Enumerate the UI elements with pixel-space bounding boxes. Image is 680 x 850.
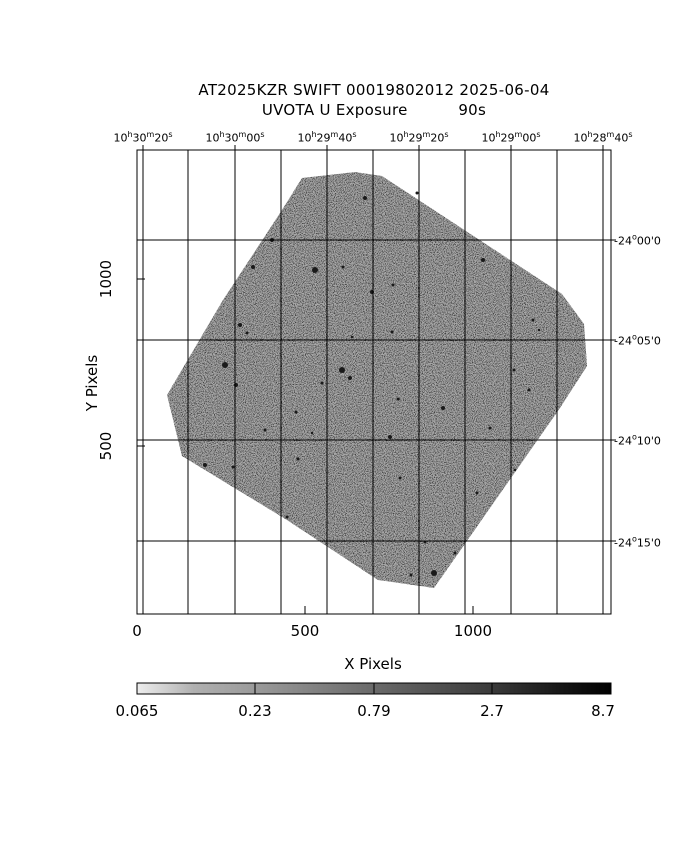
star-source bbox=[398, 476, 402, 480]
star-source bbox=[396, 397, 400, 401]
y-axis-label: Y Pixels bbox=[83, 354, 101, 412]
star-source bbox=[285, 515, 289, 519]
star-source bbox=[415, 191, 419, 195]
star-source bbox=[339, 367, 345, 373]
star-source bbox=[251, 265, 255, 269]
star-source bbox=[263, 428, 267, 432]
dec-label-3: -24o15'0 bbox=[614, 534, 661, 550]
star-source bbox=[363, 196, 367, 200]
star-source bbox=[391, 283, 395, 287]
star-source bbox=[527, 388, 531, 392]
ra-label-3: 10h29m20s bbox=[389, 130, 449, 145]
star-source bbox=[310, 431, 314, 435]
ra-label-1: 10h30m00s bbox=[205, 130, 265, 145]
colorbar-tick-label: 8.7 bbox=[591, 702, 615, 720]
star-source bbox=[320, 381, 324, 385]
ra-label-4: 10h29m00s bbox=[481, 130, 541, 145]
star-source bbox=[513, 468, 517, 472]
star-source bbox=[453, 551, 457, 555]
colorbar-tick-label: 0.79 bbox=[357, 702, 391, 720]
star-source bbox=[296, 457, 300, 461]
dec-label-0: -24o00'0 bbox=[614, 232, 661, 248]
exposure-field-grain bbox=[167, 172, 587, 588]
star-source bbox=[341, 265, 345, 269]
star-source bbox=[222, 362, 228, 368]
star-source bbox=[488, 426, 492, 430]
colorbar-tick-label: 0.23 bbox=[238, 702, 272, 720]
colorbar-tick-label: 2.7 bbox=[480, 702, 504, 720]
dec-grid bbox=[137, 239, 611, 542]
colorbar-tick-label: 0.065 bbox=[115, 702, 159, 720]
star-source bbox=[350, 335, 354, 339]
star-source bbox=[231, 465, 235, 469]
image-title: AT2025KZR SWIFT 00019802012 2025-06-04 bbox=[198, 81, 550, 99]
star-source bbox=[531, 318, 535, 322]
dec-label-1: -24o05'0 bbox=[614, 332, 661, 348]
dec-label-2: -24o10'0 bbox=[614, 432, 661, 448]
x-axis-label: X Pixels bbox=[344, 655, 402, 673]
star-source bbox=[431, 570, 437, 576]
star-source bbox=[348, 376, 352, 380]
star-source bbox=[475, 491, 479, 495]
star-source bbox=[245, 331, 249, 335]
y-ticks bbox=[137, 278, 145, 447]
ra-label-0: 10h30m20s bbox=[113, 130, 173, 145]
x-ticks bbox=[136, 606, 474, 614]
plot-frame bbox=[136, 149, 612, 615]
star-sources bbox=[203, 191, 541, 577]
star-source bbox=[294, 410, 298, 414]
ra-grid bbox=[142, 150, 604, 614]
star-source bbox=[512, 368, 516, 372]
y-tick-label: 1000 bbox=[97, 259, 115, 299]
star-source bbox=[203, 463, 207, 467]
star-source bbox=[238, 323, 242, 327]
x-tick-label: 0 bbox=[132, 622, 142, 640]
star-source bbox=[409, 573, 413, 577]
star-source bbox=[481, 258, 485, 262]
y-tick-label: 500 bbox=[97, 431, 115, 461]
star-source bbox=[390, 330, 394, 334]
star-source bbox=[537, 328, 541, 332]
star-source bbox=[388, 435, 392, 439]
ra-label-5: 10h28m40s bbox=[573, 130, 633, 145]
x-tick-label: 1000 bbox=[453, 622, 493, 640]
image-subtitle: UVOTA U Exposure 90s bbox=[261, 101, 487, 119]
star-source bbox=[441, 406, 445, 410]
x-tick-label: 500 bbox=[290, 622, 320, 640]
colorbar-ticks bbox=[254, 683, 493, 694]
ra-label-2: 10h29m40s bbox=[297, 130, 357, 145]
star-source bbox=[312, 267, 318, 273]
